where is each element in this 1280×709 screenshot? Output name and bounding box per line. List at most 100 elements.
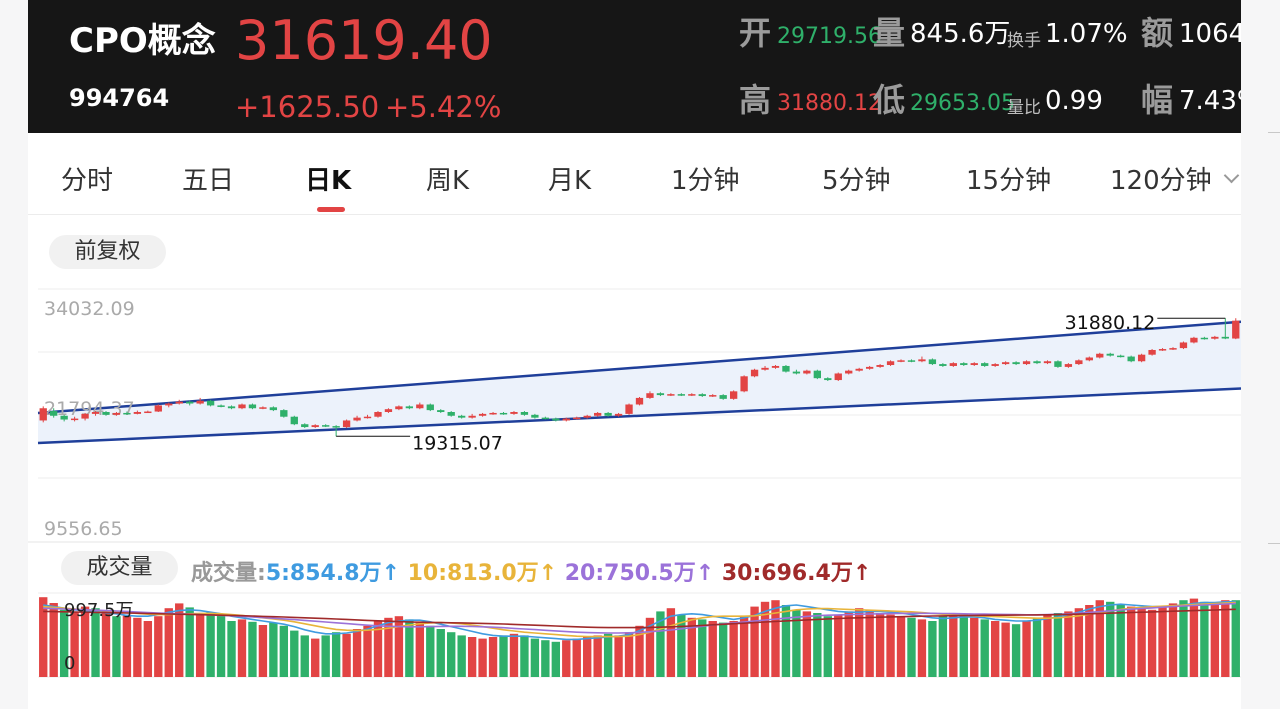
tab-five-day[interactable]: 五日 <box>182 166 235 196</box>
index-code: 994764 <box>69 84 170 112</box>
candlestick <box>416 402 424 410</box>
volume-ma-legend-10: 10:813.0万↑ <box>407 561 558 586</box>
volume-bar <box>122 614 132 677</box>
volume-bar <box>394 616 404 677</box>
tab-intraday[interactable]: 分时 <box>61 166 114 196</box>
amplitude-value: 7.43% <box>1179 86 1241 116</box>
candle-body <box>217 405 225 407</box>
candle-body <box>709 395 717 397</box>
volume-bar <box>614 635 623 677</box>
volume-bar <box>39 597 48 677</box>
candlestick <box>625 403 633 415</box>
candlestick <box>886 360 895 366</box>
candlestick <box>1012 361 1020 366</box>
candle-body <box>269 407 278 411</box>
tab-weekly-k[interactable]: 周K <box>426 166 470 196</box>
tab-120min[interactable]: 120分钟 <box>1110 166 1212 196</box>
candle-body <box>604 412 612 416</box>
candlestick <box>520 411 529 416</box>
volume-bar <box>447 632 456 677</box>
candle-body <box>374 412 382 417</box>
price-volume-chart[interactable]: 34032.09 21794.37 9556.65 31880.12 19315.07 9… <box>28 0 1241 709</box>
candlestick <box>102 411 110 416</box>
volume-bar <box>844 611 853 677</box>
right-margin <box>1241 0 1280 709</box>
tab-5min[interactable]: 5分钟 <box>822 166 891 196</box>
volume-bar <box>488 637 498 677</box>
volume-bar <box>750 606 759 677</box>
candlestick <box>165 402 173 408</box>
candle-body <box>186 401 194 404</box>
volume-indicator-button[interactable]: 成交量 <box>61 551 178 585</box>
candle-body <box>719 395 727 399</box>
volume-bar <box>206 612 215 677</box>
candle-body <box>541 417 550 420</box>
candlestick <box>1232 318 1240 340</box>
volume-bar <box>1032 617 1042 677</box>
candle-body <box>803 370 811 374</box>
candlestick <box>897 359 905 363</box>
candlestick <box>217 404 225 408</box>
candlestick <box>259 406 267 410</box>
candlestick <box>918 356 926 363</box>
volume-bar <box>1095 600 1104 677</box>
candlestick <box>813 369 821 380</box>
candle-body <box>227 406 236 409</box>
candle-body <box>865 366 874 369</box>
candlestick <box>1043 360 1052 365</box>
tab-monthly-k[interactable]: 月K <box>548 166 592 196</box>
candlestick <box>133 410 142 415</box>
volume-bar <box>1221 600 1230 677</box>
volume-bar <box>530 638 540 677</box>
candle-body <box>489 412 497 415</box>
volume-bar <box>216 615 226 677</box>
volume-bar <box>290 630 299 677</box>
volume-bar <box>792 609 801 677</box>
amount-label: 额 <box>1141 14 1174 52</box>
candlestick <box>91 411 100 416</box>
tab-15min[interactable]: 15分钟 <box>966 166 1052 196</box>
volume-bar <box>509 633 519 677</box>
candle-body <box>991 364 999 366</box>
candlestick <box>123 411 131 415</box>
candlestick <box>154 404 162 413</box>
volume-bar <box>802 611 812 677</box>
candle-body <box>824 378 832 381</box>
candle-body <box>60 415 68 420</box>
volume-bar <box>1179 600 1188 677</box>
volume-bar <box>175 603 184 677</box>
candlestick <box>227 405 236 410</box>
volume-bar <box>980 619 989 677</box>
candlestick <box>269 406 278 412</box>
volume-bar <box>70 612 79 677</box>
candle-body <box>562 418 570 421</box>
volume-bar <box>603 633 613 677</box>
candlestick <box>186 400 194 406</box>
candle-body <box>426 404 434 411</box>
candle-body <box>1190 337 1198 343</box>
volume-bar <box>1106 601 1115 677</box>
volume-ma-line-30 <box>43 608 1236 629</box>
candle-body <box>970 363 978 366</box>
candlestick <box>280 409 288 418</box>
tab-1min[interactable]: 1分钟 <box>671 166 740 196</box>
candle-body <box>384 409 393 413</box>
volume-bar <box>1053 613 1063 677</box>
high-value: 31880.12 <box>777 91 882 116</box>
candle-body <box>771 365 780 368</box>
candle-body <box>960 363 968 366</box>
candle-body <box>845 370 853 374</box>
tab-daily-k[interactable]: 日K <box>305 166 352 196</box>
candle-body <box>50 411 58 416</box>
adjust-mode-button[interactable]: 前复权 <box>49 235 166 269</box>
volume-bar <box>436 629 445 677</box>
volume-bar <box>258 625 268 677</box>
candlestick <box>761 365 769 371</box>
volume-bar <box>363 625 372 677</box>
candlestick <box>552 417 560 422</box>
candlestick <box>458 414 466 419</box>
candlestick <box>1096 352 1104 359</box>
candle-body <box>813 370 821 379</box>
candle-body <box>1064 364 1073 367</box>
candlestick <box>1085 356 1093 362</box>
